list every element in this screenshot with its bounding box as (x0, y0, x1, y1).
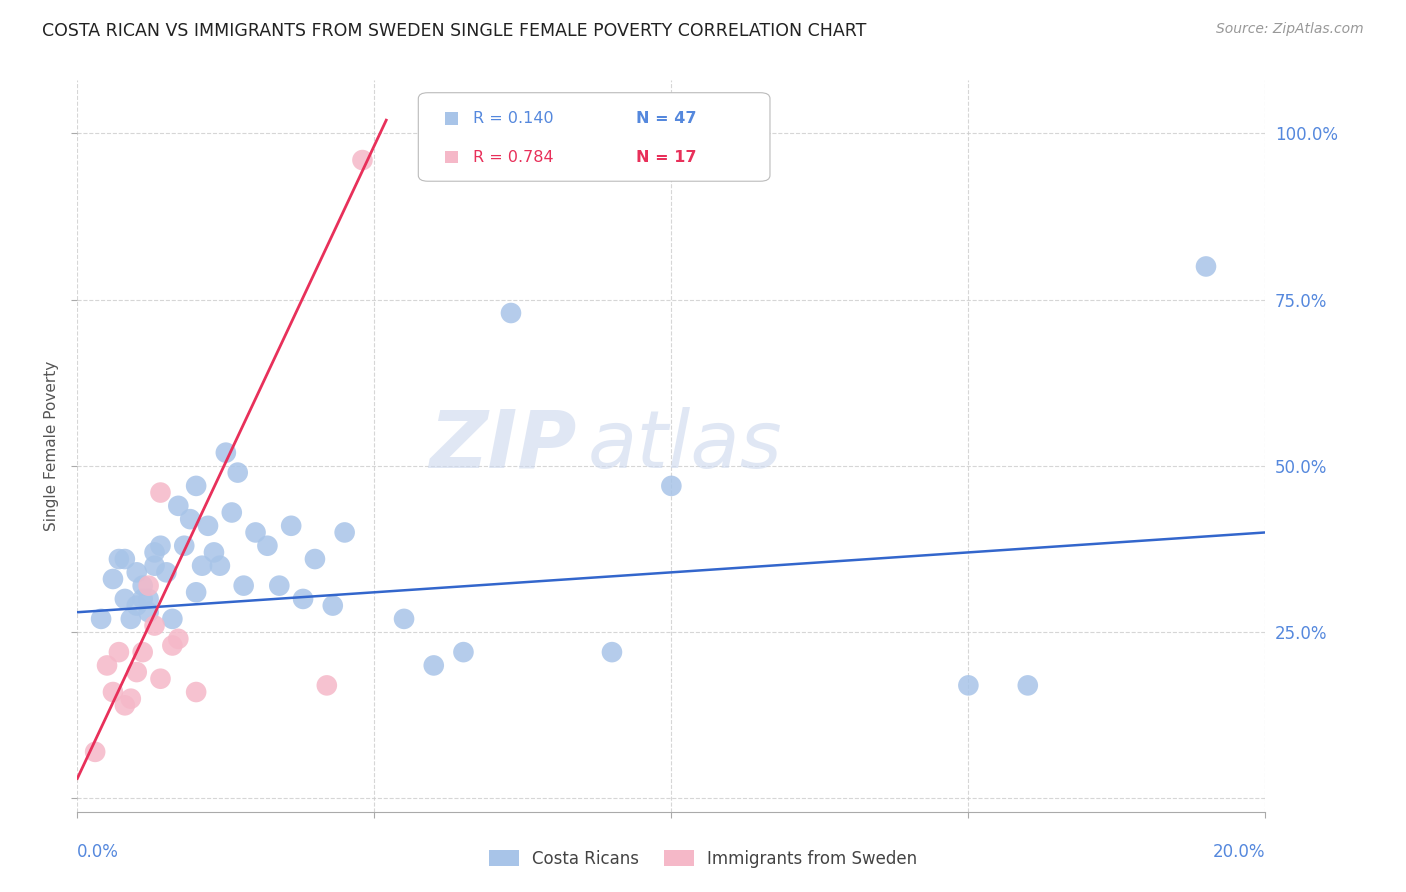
Point (101, 572, 124, 586)
Point (120, 691, 142, 706)
Point (108, 552, 131, 566)
Point (131, 579, 153, 593)
Point (143, 545, 166, 559)
Point (125, 566, 148, 580)
Point (186, 685, 208, 699)
Point (1017, 678, 1039, 692)
Point (167, 632, 190, 646)
Point (232, 579, 254, 593)
Legend: Costa Ricans, Immigrants from Sweden: Costa Ricans, Immigrants from Sweden (482, 844, 924, 875)
Point (101, 685, 124, 699)
Point (661, 479, 683, 493)
Point (197, 518, 219, 533)
Text: 0.0%: 0.0% (77, 843, 120, 861)
Point (453, 645, 475, 659)
Text: N = 17: N = 17 (636, 150, 696, 165)
Point (138, 591, 160, 606)
Point (162, 612, 184, 626)
Point (245, 525, 267, 540)
Point (352, 153, 374, 167)
Point (392, 612, 415, 626)
Point (186, 585, 208, 599)
Point (131, 591, 153, 606)
Y-axis label: Single Female Poverty: Single Female Poverty (44, 361, 59, 531)
Point (143, 558, 166, 573)
Point (292, 591, 315, 606)
Point (304, 552, 326, 566)
Point (269, 579, 291, 593)
Point (186, 479, 208, 493)
Point (226, 466, 249, 480)
Text: R = 0.140: R = 0.140 (472, 111, 554, 126)
Point (256, 539, 278, 553)
Point (120, 612, 142, 626)
Point (1195, 260, 1218, 274)
FancyBboxPatch shape (419, 93, 770, 181)
Point (191, 558, 214, 573)
Point (149, 485, 172, 500)
Point (333, 525, 356, 540)
Point (108, 645, 131, 659)
Point (143, 618, 166, 632)
Point (114, 698, 136, 713)
Point (149, 539, 172, 553)
Point (322, 599, 344, 613)
Point (179, 512, 201, 526)
Point (96, 658, 118, 673)
Point (138, 605, 160, 619)
Text: R = 0.784: R = 0.784 (472, 150, 554, 165)
Point (125, 599, 148, 613)
Point (499, 306, 522, 320)
Point (114, 591, 136, 606)
Text: Source: ZipAtlas.com: Source: ZipAtlas.com (1216, 22, 1364, 37)
Point (114, 552, 136, 566)
Point (90, 612, 112, 626)
Text: ZIP: ZIP (429, 407, 576, 485)
Point (125, 665, 148, 679)
Point (957, 678, 980, 692)
Point (280, 518, 302, 533)
Point (149, 672, 172, 686)
Point (221, 506, 243, 520)
Point (423, 658, 446, 673)
Point (173, 539, 195, 553)
Point (315, 678, 337, 692)
Point (208, 558, 231, 573)
Text: COSTA RICAN VS IMMIGRANTS FROM SWEDEN SINGLE FEMALE POVERTY CORRELATION CHART: COSTA RICAN VS IMMIGRANTS FROM SWEDEN SI… (42, 22, 866, 40)
Point (131, 645, 153, 659)
Point (202, 545, 225, 559)
Text: N = 47: N = 47 (636, 111, 696, 126)
Point (138, 579, 160, 593)
Point (155, 566, 177, 580)
Point (162, 639, 184, 653)
Point (215, 445, 238, 459)
Text: atlas: atlas (588, 407, 783, 485)
Point (84, 745, 107, 759)
Point (167, 499, 190, 513)
Text: 20.0%: 20.0% (1213, 843, 1265, 861)
Point (600, 645, 623, 659)
